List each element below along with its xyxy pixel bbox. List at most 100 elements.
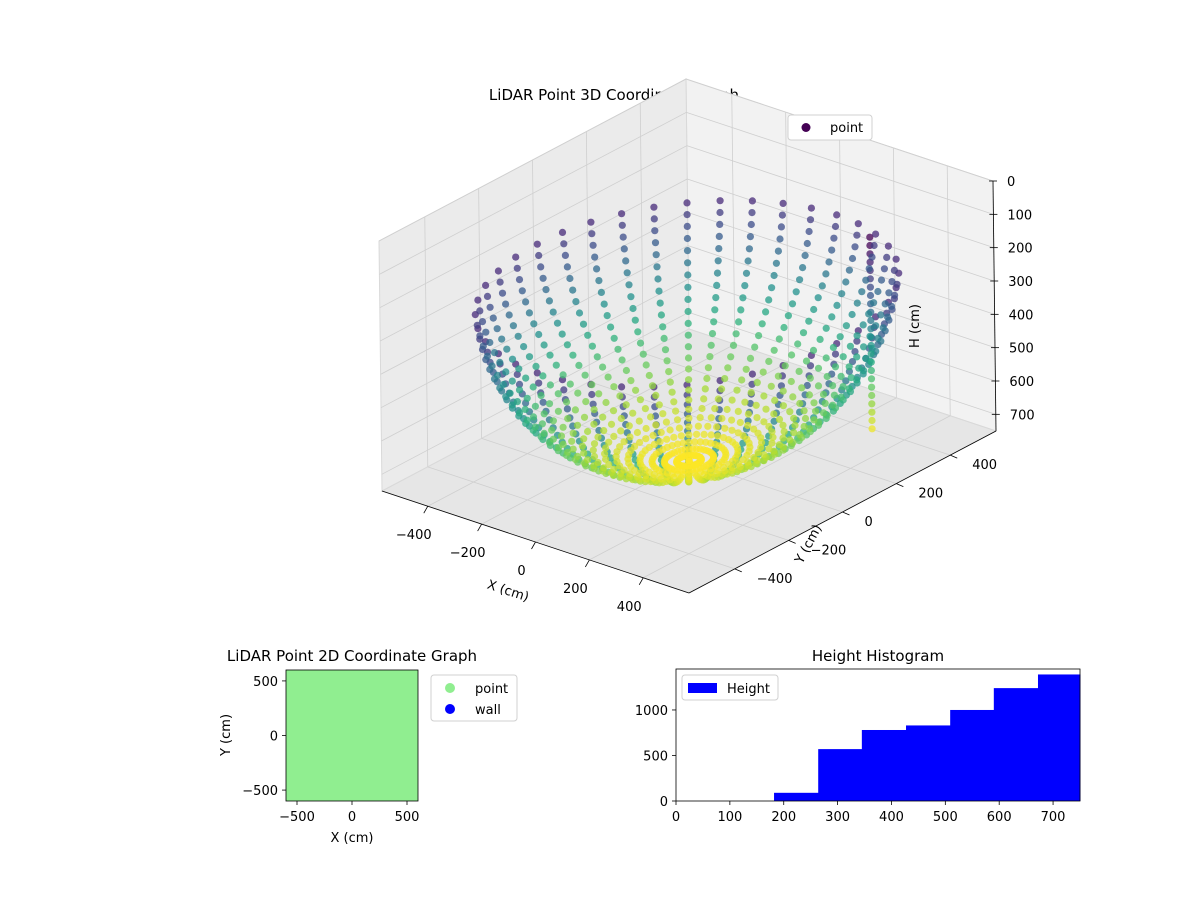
scatter-point bbox=[593, 353, 601, 361]
scatter-point bbox=[486, 303, 494, 311]
y-tick-label: 1000 bbox=[635, 704, 668, 719]
scatter-point bbox=[829, 382, 837, 390]
scatter-point bbox=[486, 338, 494, 347]
scatter-point bbox=[622, 401, 630, 409]
grid-line bbox=[686, 111, 994, 215]
scatter-point bbox=[711, 306, 719, 314]
x-tick bbox=[423, 506, 429, 514]
legend-box bbox=[681, 674, 779, 701]
scatter-point bbox=[684, 343, 693, 351]
chart-2d-title: LiDAR Point 2D Coordinate Graph bbox=[227, 647, 477, 665]
scatter-point bbox=[529, 413, 538, 421]
scatter-point bbox=[822, 270, 830, 278]
scatter-point bbox=[833, 211, 841, 219]
scatter-point bbox=[704, 364, 713, 372]
scatter-point bbox=[831, 363, 840, 371]
scatter-point bbox=[512, 253, 520, 261]
scatter-point bbox=[518, 287, 526, 295]
grid-line bbox=[481, 438, 789, 541]
scatter-point bbox=[663, 435, 671, 443]
scatter-point bbox=[769, 433, 777, 441]
scatter-point bbox=[627, 293, 635, 301]
scatter-point bbox=[548, 426, 556, 434]
scatter-point bbox=[807, 204, 816, 212]
scatter-point bbox=[880, 265, 889, 273]
scatter-point bbox=[710, 318, 718, 326]
scatter-point bbox=[774, 372, 783, 380]
scatter-point bbox=[589, 241, 597, 249]
scatter-point bbox=[701, 385, 709, 393]
x-tick bbox=[531, 541, 536, 550]
scatter-point bbox=[765, 296, 773, 304]
scatter-point bbox=[853, 299, 861, 307]
scatter-point bbox=[594, 458, 602, 467]
scatter-point bbox=[535, 330, 543, 339]
scatter-point bbox=[846, 342, 855, 350]
y-tick bbox=[896, 483, 904, 487]
scatter-point bbox=[866, 332, 874, 340]
chart-2d-legend: point wall bbox=[430, 674, 518, 722]
scatter-point bbox=[795, 367, 803, 375]
scatter-point bbox=[535, 379, 543, 387]
scatter-point bbox=[559, 440, 567, 448]
scatter-point bbox=[862, 276, 870, 284]
scatter-point bbox=[747, 389, 755, 397]
scatter-point bbox=[704, 422, 712, 430]
scatter-point bbox=[554, 407, 563, 415]
scatter-point bbox=[775, 415, 784, 423]
histogram-bar bbox=[906, 725, 951, 801]
scatter-point bbox=[747, 220, 755, 229]
scatter-point bbox=[716, 208, 724, 217]
scatter-point bbox=[569, 445, 577, 453]
scatter-point bbox=[590, 406, 598, 414]
scatter-point bbox=[867, 375, 876, 383]
z-tick-label: 500 bbox=[1009, 342, 1034, 357]
y-tick-label: −500 bbox=[242, 784, 278, 799]
scatter-point bbox=[790, 429, 798, 437]
scatter-point bbox=[522, 374, 530, 382]
scatter-point bbox=[685, 438, 693, 446]
scatter-point bbox=[684, 319, 692, 327]
scatter-point bbox=[867, 350, 875, 358]
scatter-point bbox=[870, 299, 878, 307]
grid-line bbox=[686, 145, 994, 249]
scatter-point bbox=[531, 423, 540, 431]
scatter-point bbox=[683, 222, 691, 230]
scatter-point bbox=[533, 369, 541, 377]
scatter-point bbox=[737, 306, 745, 314]
scatter-point bbox=[839, 383, 847, 391]
scatter-point bbox=[582, 398, 590, 406]
scatter-point bbox=[720, 434, 728, 442]
scatter-point bbox=[629, 304, 637, 313]
scatter-point bbox=[859, 321, 867, 329]
scatter-point bbox=[692, 460, 700, 468]
scatter-point bbox=[650, 203, 658, 211]
scatter-point bbox=[839, 353, 847, 361]
scatter-point bbox=[569, 286, 577, 294]
scatter-point bbox=[684, 259, 692, 267]
scatter-point bbox=[801, 414, 810, 423]
scatter-point bbox=[713, 269, 722, 277]
scatter-point bbox=[535, 251, 543, 260]
scatter-point bbox=[563, 341, 572, 349]
scatter-point bbox=[569, 351, 577, 359]
scatter-point bbox=[868, 416, 876, 425]
plot-frame bbox=[675, 668, 1081, 802]
scatter-point bbox=[631, 316, 639, 324]
scatter-point bbox=[663, 357, 671, 365]
scatter-point bbox=[847, 374, 855, 382]
scatter-point bbox=[622, 366, 631, 375]
scatter-point bbox=[801, 251, 809, 260]
scatter-point bbox=[636, 339, 645, 347]
scatter-point bbox=[590, 440, 599, 448]
scatter-point bbox=[746, 354, 755, 362]
scatter-point bbox=[607, 420, 616, 428]
scatter-point bbox=[522, 298, 530, 306]
scatter-point bbox=[853, 337, 861, 345]
scatter-point bbox=[563, 263, 572, 271]
scatter-point bbox=[708, 330, 717, 338]
chart-histogram: Height Histogram 0 100 200 300 400 500 600 700 0 5… bbox=[635, 647, 1081, 825]
scatter-point bbox=[605, 461, 613, 469]
scatter-point bbox=[546, 381, 555, 389]
scatter-point bbox=[619, 233, 627, 241]
